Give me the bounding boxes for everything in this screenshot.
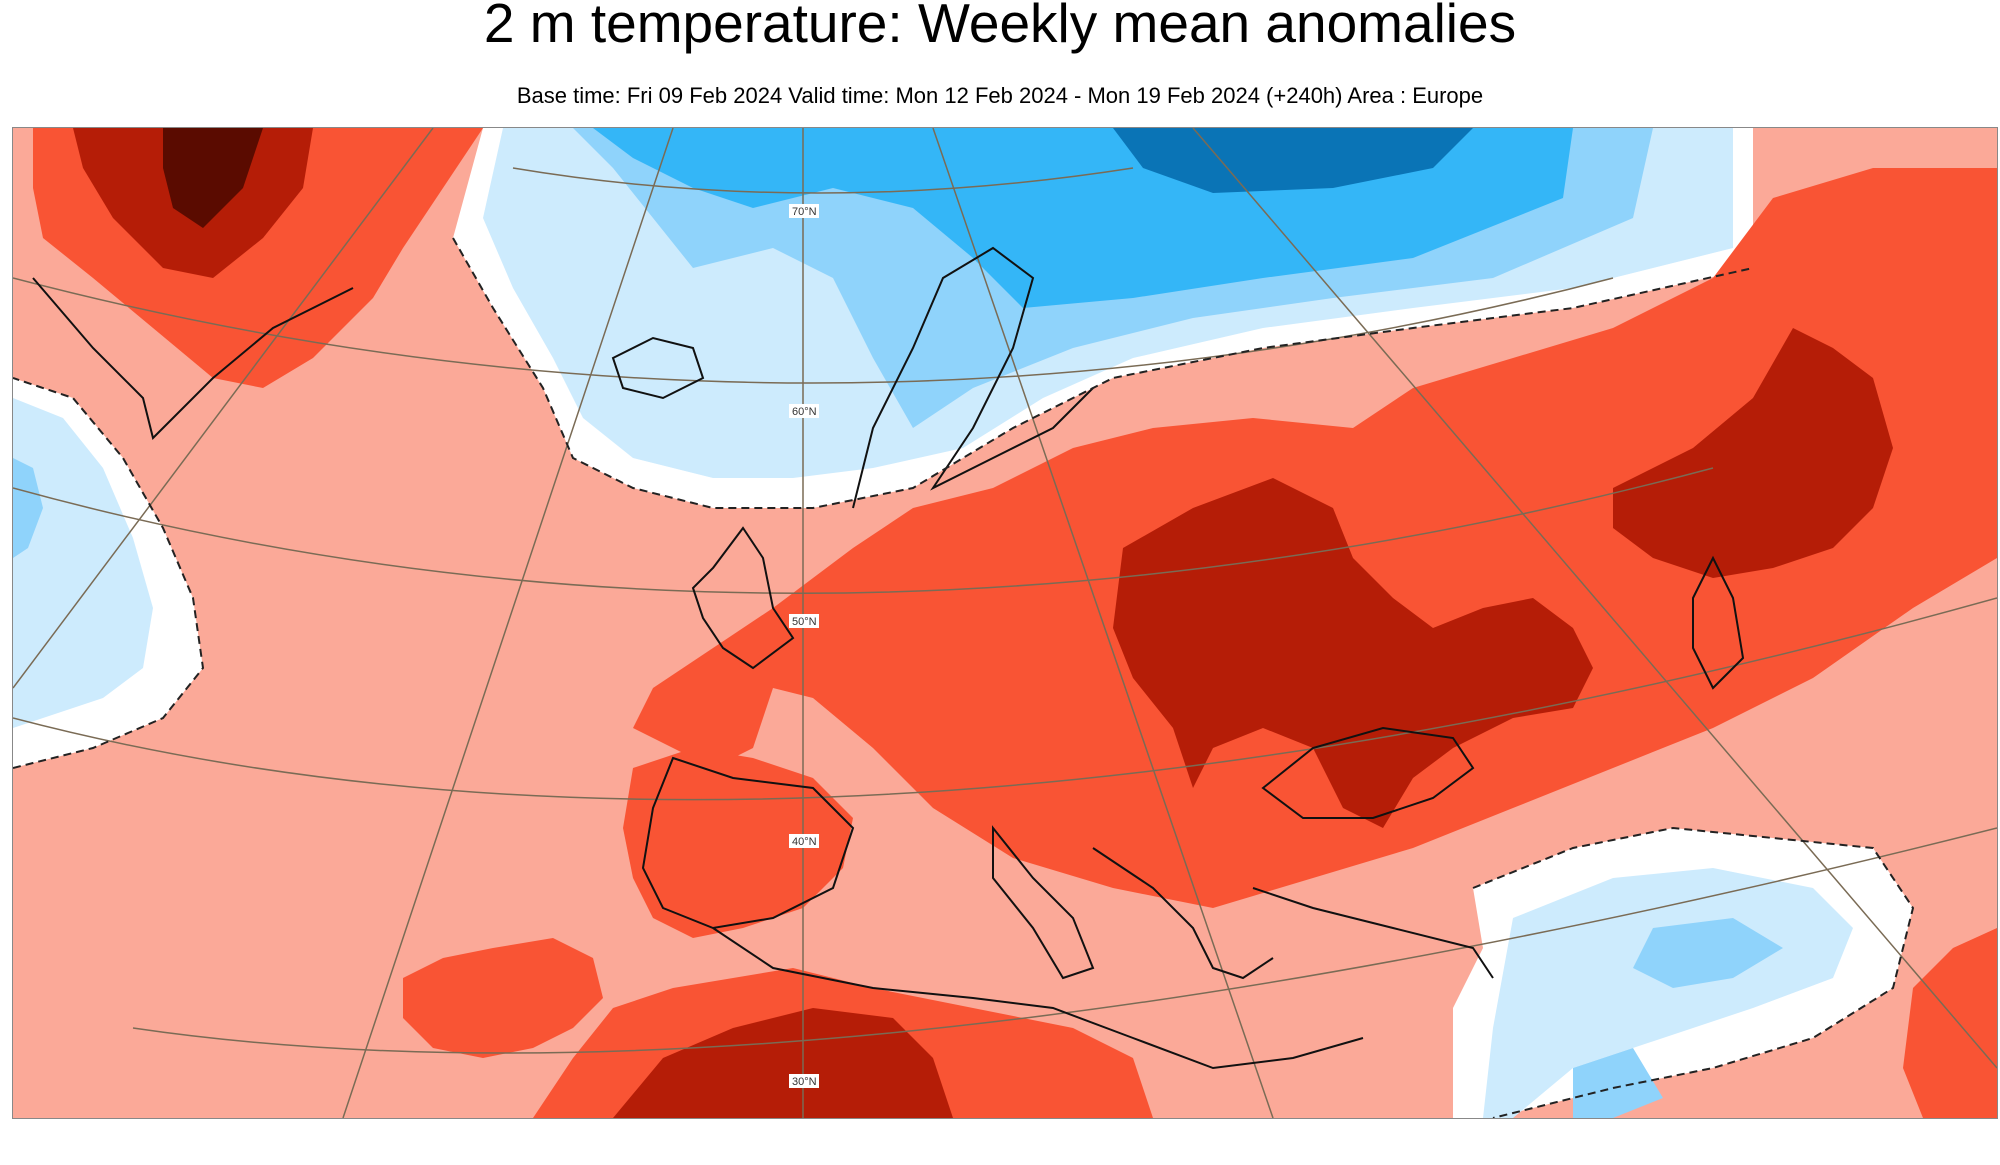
zero-contour-southeast bbox=[1472, 826, 1915, 1118]
latitude-line-40n bbox=[13, 597, 1997, 801]
coast-black-sea bbox=[1261, 726, 1475, 819]
anomaly-map: 70°N 60°N 50°N 40°N 30°N bbox=[13, 128, 1997, 1118]
cold-zone-west bbox=[13, 398, 153, 728]
longitude-line-e40 bbox=[1192, 128, 1997, 1069]
coast-iberia bbox=[641, 756, 855, 930]
coast-turkey bbox=[1252, 887, 1494, 979]
cold-zone-southeast bbox=[1483, 868, 1853, 1118]
warm-zone-east-edge bbox=[1903, 928, 1997, 1118]
lat-label-60n: 60°N bbox=[792, 406, 817, 418]
zero-contour-west bbox=[13, 377, 205, 769]
page-subtitle: Base time: Fri 09 Feb 2024 Valid time: M… bbox=[516, 83, 1484, 108]
coast-greenland bbox=[32, 277, 354, 440]
coastlines bbox=[32, 246, 1745, 1070]
hot-zone-eastern-europe bbox=[1113, 478, 1593, 828]
zero-contours bbox=[13, 237, 1915, 1118]
lat-label-bg-60n bbox=[789, 404, 819, 418]
warm-zone-iberia bbox=[623, 748, 853, 938]
lat-label-bg-30n bbox=[789, 1074, 819, 1088]
latitude-line-30n bbox=[132, 827, 1997, 1054]
latitude-labels: 70°N 60°N 50°N 40°N 30°N bbox=[789, 204, 819, 1088]
coast-north-africa bbox=[712, 927, 1364, 1070]
coast-balkans-greece bbox=[1092, 847, 1274, 980]
latitude-line-70n bbox=[512, 167, 1134, 194]
coast-scandinavia bbox=[852, 246, 1094, 509]
lat-label-bg-40n bbox=[789, 834, 819, 848]
cold-zone-north-4 bbox=[1113, 128, 1473, 193]
cold-zone-southeast-2 bbox=[1573, 918, 1783, 1118]
latitude-line-50n bbox=[13, 467, 1714, 594]
page-title: 2 m temperature: Weekly mean anomalies bbox=[483, 0, 1517, 54]
graticule bbox=[13, 128, 1997, 1118]
longitude-line-w40 bbox=[13, 128, 434, 689]
warm-zone-atlantic-canaries bbox=[403, 938, 603, 1058]
lat-label-50n: 50°N bbox=[792, 616, 817, 628]
lat-label-bg-50n bbox=[789, 614, 819, 628]
coast-iceland bbox=[611, 336, 705, 400]
coast-britain bbox=[691, 526, 795, 670]
coast-caspian bbox=[1692, 555, 1745, 690]
lat-label-bg-70n bbox=[789, 204, 819, 218]
very-hot-zone-greenland bbox=[163, 128, 263, 228]
zero-contour-north bbox=[452, 237, 1754, 509]
longitude-line-e20 bbox=[932, 128, 1274, 1118]
lat-label-70n: 70°N bbox=[792, 206, 817, 218]
lat-label-30n: 30°N bbox=[792, 1076, 817, 1088]
map-panel: 70°N 60°N 50°N 40°N 30°N bbox=[12, 127, 1998, 1119]
coast-italy bbox=[992, 825, 1095, 980]
cold-zone-west-2 bbox=[13, 458, 43, 558]
longitude-line-w20 bbox=[342, 128, 674, 1118]
lat-label-40n: 40°N bbox=[792, 836, 817, 848]
latitude-line-60n bbox=[13, 277, 1614, 384]
hot-zone-russia bbox=[1613, 328, 1893, 578]
